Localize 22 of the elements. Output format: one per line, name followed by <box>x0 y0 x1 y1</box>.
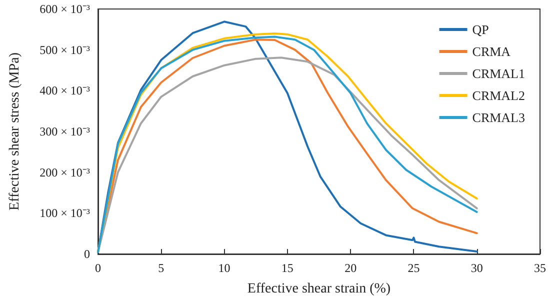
legend-label: CRMA <box>472 44 512 59</box>
x-axis-title: Effective shear strain (%) <box>247 282 391 296</box>
legend-label: CRMAL1 <box>472 66 526 81</box>
legend-label: QP <box>472 22 489 37</box>
y-tick-label: 0 <box>84 247 90 261</box>
y-tick-label: 500 × 10⁻³ <box>40 42 90 57</box>
legend-label: CRMAL2 <box>472 88 526 103</box>
y-tick-label: 400 × 10⁻³ <box>40 84 90 98</box>
x-tick-label: 20 <box>344 261 357 275</box>
x-tick-label: 15 <box>281 261 294 275</box>
y-tick-label: 200 × 10⁻³ <box>40 165 90 180</box>
x-tick-label: 35 <box>534 261 546 275</box>
x-tick-label: 30 <box>470 261 483 275</box>
legend-label: CRMAL3 <box>472 110 526 125</box>
x-tick-label: 10 <box>218 261 230 275</box>
x-tick-label: 5 <box>158 261 164 275</box>
y-axis-title: Effective shear stress (MPa) <box>8 52 22 210</box>
y-tick-label: 600 × 10⁻³ <box>40 2 90 16</box>
y-tick-label: 300 × 10⁻³ <box>40 124 90 138</box>
x-tick-label: 25 <box>408 261 420 275</box>
y-tick-label: 100 × 10⁻³ <box>40 206 90 220</box>
x-tick-label: 0 <box>95 261 101 275</box>
